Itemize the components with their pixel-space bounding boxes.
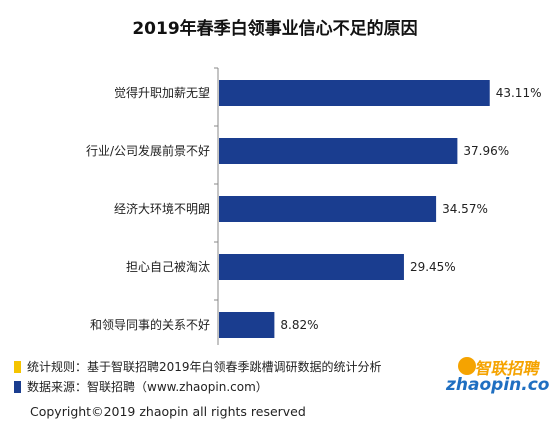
bar (219, 196, 437, 222)
bar-value-label: 43.11% (496, 86, 542, 100)
category-label: 觉得升职加薪无望 (114, 85, 210, 100)
logo-badge-icon (458, 357, 476, 375)
bar (219, 80, 490, 106)
bar (219, 312, 275, 338)
category-label: 和领导同事的关系不好 (90, 317, 210, 332)
zhaopin-logo: 智联招聘 zhaopin.com (444, 355, 550, 403)
footnote-source-marker (14, 380, 21, 393)
bar (219, 138, 458, 164)
bar-value-label: 34.57% (442, 202, 488, 216)
footnote-source: 数据来源：智联招聘（www.zhaopin.com） (14, 378, 268, 395)
bar (219, 254, 404, 280)
chart-title: 2019年春季白领事业信心不足的原因 (132, 19, 418, 39)
logo-english-text: zhaopin.com (446, 375, 550, 395)
category-label: 经济大环境不明朗 (114, 201, 210, 216)
bar-chart: 觉得升职加薪无望 43.11% 行业/公司发展前景不好 37.96% 经济大环境不明朗 3… (86, 67, 542, 345)
bar-value-label: 37.96% (463, 144, 509, 158)
footnote-rule: 统计规则：基于智联招聘2019年白领春季跳槽调研数据的统计分析 (14, 358, 382, 375)
bar-value-label: 8.82% (280, 318, 318, 332)
footnote-rule-text: 统计规则：基于智联招聘2019年白领春季跳槽调研数据的统计分析 (27, 360, 382, 374)
bar-value-label: 29.45% (410, 260, 456, 274)
category-label: 行业/公司发展前景不好 (86, 143, 210, 158)
copyright-text: Copyright©2019 zhaopin all rights reserv… (30, 404, 306, 419)
footnote-rule-marker (14, 360, 21, 373)
category-label: 担心自己被淘汰 (126, 260, 210, 274)
footnote-source-text: 数据来源：智联招聘（www.zhaopin.com） (27, 380, 268, 394)
